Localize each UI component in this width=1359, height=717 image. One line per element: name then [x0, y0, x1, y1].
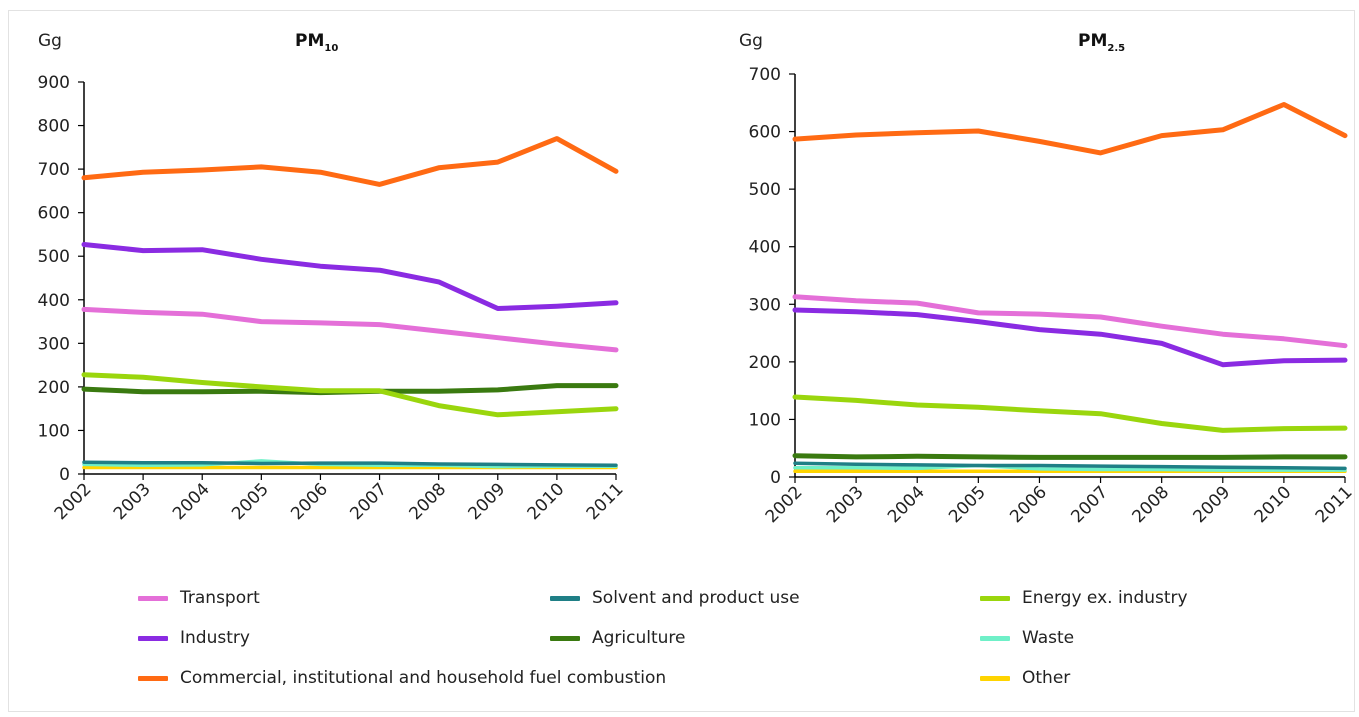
legend: Transport Solvent and product use Energy e…: [0, 580, 1359, 710]
pm10-x-tick-label: 2005: [228, 479, 273, 524]
figure-frame: [8, 10, 1355, 712]
pm25-x-tick-label: 2003: [823, 482, 868, 527]
legend-swatch-solvent: [550, 595, 580, 601]
pm10-x-tick-label: 2010: [524, 479, 569, 524]
pm25-unit-label: Gg: [739, 31, 763, 51]
pm10-y-tick-label: 300: [38, 334, 70, 354]
pm10-y-tick-label: 0: [59, 465, 70, 485]
pm25-series-waste: [793, 463, 1347, 472]
pm25-x-tick-label: 2007: [1067, 482, 1112, 527]
legend-swatch-industry: [138, 635, 168, 641]
pm10-y-tick-label: 900: [38, 73, 70, 93]
legend-swatch-transport: [138, 595, 168, 601]
pm25-x-tick-label: 2002: [762, 482, 807, 527]
pm25-series-transport: [792, 294, 1348, 349]
pm10-y-tick-label: 200: [38, 378, 70, 398]
legend-swatch-other: [980, 675, 1010, 681]
pm10-x-tick-label: 2003: [110, 479, 155, 524]
legend-swatch-commercial: [138, 675, 168, 681]
pm10-x-tick-label: 2002: [51, 479, 96, 524]
pm25-series-commercial: [792, 102, 1348, 156]
legend-item-waste: Waste: [980, 628, 1074, 648]
legend-item-energy: Energy ex. industry: [980, 588, 1188, 608]
pm25-series-solvent: [793, 461, 1347, 471]
pm25-x-tick-label: 2009: [1190, 482, 1235, 527]
legend-label-agriculture: Agriculture: [592, 628, 686, 648]
pm25-x-tick-label: 2010: [1251, 482, 1296, 527]
legend-swatch-energy: [980, 595, 1010, 601]
pm25-y-tick-label: 200: [749, 353, 781, 373]
pm25-series-industry: [792, 307, 1348, 368]
legend-item-other: Other: [980, 668, 1070, 688]
pm10-x-tick-label: 2008: [405, 479, 450, 524]
legend-swatch-agriculture: [550, 635, 580, 641]
pm10-x-tick-label: 2007: [346, 479, 391, 524]
pm25-y-tick-label: 500: [749, 180, 781, 200]
pm10-y-tick-label: 600: [38, 204, 70, 224]
legend-label-waste: Waste: [1022, 628, 1075, 648]
legend-label-transport: Transport: [180, 588, 260, 608]
pm25-chart: Gg PM2.5 0 100 200 300 400 500 600 700 2002 2003 200…: [739, 31, 1357, 527]
pm25-y-tick-label: 600: [749, 123, 781, 143]
pm25-x-tick-label: 2004: [884, 482, 929, 527]
pm10-unit-label: Gg: [38, 31, 62, 51]
pm10-x-tick-label: 2011: [583, 479, 628, 524]
pm25-title: PM2.5: [1078, 31, 1125, 54]
pm25-series-energy: [792, 394, 1348, 433]
pm25-x-tick-label: 2011: [1312, 482, 1357, 527]
legend-label-solvent: Solvent and product use: [592, 588, 800, 608]
pm10-series-commercial: [81, 136, 619, 187]
legend-label-energy: Energy ex. industry: [1022, 588, 1188, 608]
pm10-y-tick-label: 800: [38, 117, 70, 137]
legend-item-solvent: Solvent and product use: [550, 588, 800, 608]
pm10-series-energy: [81, 372, 619, 418]
legend-item-transport: Transport: [138, 588, 260, 608]
pm10-x-tick-label: 2006: [287, 479, 332, 524]
pm25-y-tick-label: 700: [749, 65, 781, 85]
pm25-y-tick-label: 0: [770, 468, 781, 488]
pm25-x-tick-label: 2005: [945, 482, 990, 527]
pm25-x-tick-label: 2008: [1128, 482, 1173, 527]
legend-swatch-waste: [980, 635, 1010, 641]
legend-label-industry: Industry: [180, 628, 250, 648]
pm25-x-tick-label: 2006: [1006, 482, 1051, 527]
pm10-y-tick-label: 400: [38, 291, 70, 311]
pm10-series-industry: [81, 242, 619, 311]
pm10-y-tick-label: 700: [38, 160, 70, 180]
pm10-chart: Gg PM10 0 100 200 300 400 500 600 700 800 900 2002 20…: [38, 31, 628, 524]
pm10-x-tick-label: 2004: [169, 479, 214, 524]
pm10-y-tick-label: 100: [38, 421, 70, 441]
pm10-series-transport: [81, 306, 619, 353]
pm25-y-tick-label: 100: [749, 410, 781, 430]
pm10-title: PM10: [295, 31, 338, 54]
pm10-x-tick-label: 2009: [465, 479, 510, 524]
legend-item-agriculture: Agriculture: [550, 628, 686, 648]
legend-label-commercial: Commercial, institutional and household …: [180, 668, 667, 688]
pm25-y-tick-label: 400: [749, 238, 781, 258]
pm25-series-agriculture: [792, 453, 1348, 460]
pm25-y-tick-label: 300: [749, 295, 781, 315]
pm10-y-tick-label: 500: [38, 247, 70, 267]
legend-item-industry: Industry: [138, 628, 250, 648]
legend-label-other: Other: [1022, 668, 1071, 688]
legend-item-commercial: Commercial, institutional and household …: [138, 668, 666, 688]
pm10-series-solvent: [82, 460, 618, 468]
